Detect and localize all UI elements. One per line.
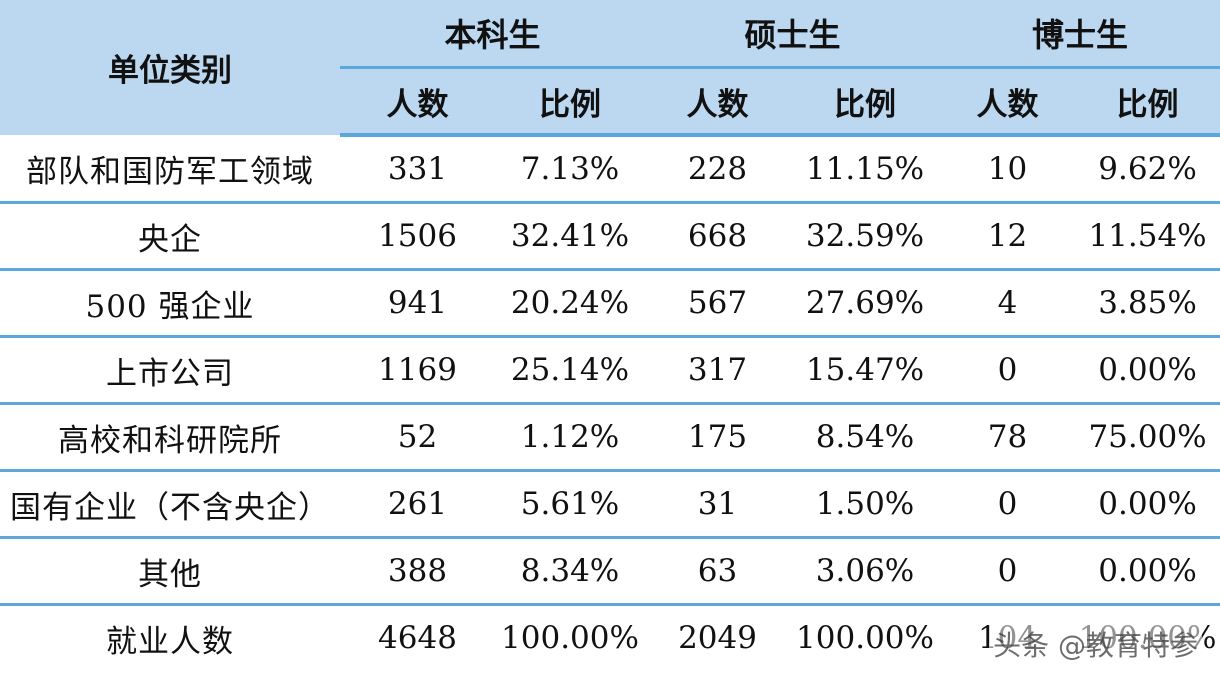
ratio-cell: 75.00% — [1075, 403, 1220, 472]
ratio-cell: 0.00% — [1075, 537, 1220, 606]
header-row-groups: 单位类别 本科生 硕士生 博士生 — [0, 0, 1220, 135]
count-cell: 63 — [645, 537, 791, 606]
count-cell: 52 — [340, 403, 495, 472]
row-category-cell: 就业人数 — [106, 623, 234, 660]
count-cell: 104 — [977, 620, 1038, 656]
group-header-doctor: 博士生 — [940, 0, 1220, 69]
ratio-cell: 32.59% — [790, 202, 941, 271]
row-category-cell: 其他 — [0, 537, 340, 606]
table-row: 上市公司 1169 25.14% 317 15.47% 0 0.00% — [0, 336, 1220, 405]
ratio-cell: 11.15% — [790, 135, 941, 204]
ratio-cell: 3.06% — [790, 537, 941, 606]
table-body: 部队和国防军工领域 331 7.13% 228 11.15% 10 9.62% 央企 1506 3… — [0, 135, 1220, 670]
count-cell: 10 — [940, 135, 1076, 204]
ratio-cell: 32.41% — [495, 202, 646, 271]
row-category-cell: 500 强企业 — [0, 269, 340, 338]
group-header-undergrad: 本科生 — [340, 0, 646, 69]
ratio-cell: 0.00% — [1075, 470, 1220, 539]
ratio-cell: 3.85% — [1075, 269, 1220, 338]
subheader-count: 人数 — [940, 67, 1076, 137]
count-cell: 567 — [645, 269, 791, 338]
subheader-count: 人数 — [645, 67, 791, 137]
header-row-subheaders: 人数 比例 人数 比例 人数 比例 — [0, 67, 1220, 137]
ratio-cell: 8.54% — [790, 403, 941, 472]
count-cell: 31 — [645, 470, 791, 539]
table-row: 500 强企业 941 20.24% 567 27.69% 4 3.85% — [0, 269, 1220, 338]
count-cell: 1169 — [340, 336, 495, 405]
count-cell: 261 — [340, 470, 495, 539]
ratio-cell: 8.34% — [495, 537, 646, 606]
count-cell: 317 — [645, 336, 791, 405]
table-row: 部队和国防军工领域 331 7.13% 228 11.15% 10 9.62% — [0, 135, 1220, 204]
category-header: 单位类别 — [0, 0, 340, 135]
count-cell: 941 — [340, 269, 495, 338]
subheader-ratio: 比例 — [1075, 67, 1220, 137]
ratio-cell: 100.00% — [1078, 620, 1217, 656]
count-cell: 228 — [645, 135, 791, 204]
count-cell: 78 — [940, 403, 1076, 472]
count-cell: 0 — [940, 470, 1076, 539]
ratio-cell: 100.00% — [501, 620, 639, 656]
subheader-ratio: 比例 — [790, 67, 941, 137]
table-row: 其他 388 8.34% 63 3.06% 0 0.00% — [0, 537, 1220, 606]
ratio-cell: 1.12% — [495, 403, 646, 472]
count-cell: 4 — [940, 269, 1076, 338]
table-row: 就业人数 4648 100.00% 2049 100.00% 104 100.00% — [0, 605, 1220, 671]
subheader-ratio: 比例 — [495, 67, 646, 137]
table-header: 单位类别 本科生 硕士生 博士生 人数 比例 人数 比例 人数 比例 — [0, 0, 1220, 137]
ratio-cell: 27.69% — [790, 269, 941, 338]
count-cell: 12 — [940, 202, 1076, 271]
subheader-count: 人数 — [340, 67, 495, 137]
ratio-cell: 100.00% — [796, 620, 934, 656]
ratio-cell: 9.62% — [1075, 135, 1220, 204]
count-cell: 0 — [940, 537, 1076, 606]
ratio-cell: 0.00% — [1075, 336, 1220, 405]
ratio-cell: 20.24% — [495, 269, 646, 338]
table-row: 高校和科研院所 52 1.12% 175 8.54% 78 75.00% — [0, 403, 1220, 472]
ratio-cell: 15.47% — [790, 336, 941, 405]
ratio-cell: 5.61% — [495, 470, 646, 539]
count-cell: 388 — [340, 537, 495, 606]
row-category-cell: 部队和国防军工领域 — [0, 135, 340, 204]
count-cell: 4648 — [378, 620, 457, 656]
ratio-cell: 11.54% — [1075, 202, 1220, 271]
count-cell: 175 — [645, 403, 791, 472]
count-cell: 2049 — [678, 620, 757, 656]
ratio-cell: 7.13% — [495, 135, 646, 204]
group-header-master: 硕士生 — [645, 0, 941, 69]
table-row: 央企 1506 32.41% 668 32.59% 12 11.54% — [0, 202, 1220, 271]
count-cell: 1506 — [340, 202, 495, 271]
ratio-cell: 1.50% — [790, 470, 941, 539]
row-category-cell: 高校和科研院所 — [0, 403, 340, 472]
row-category-cell: 上市公司 — [0, 336, 340, 405]
ratio-cell: 25.14% — [495, 336, 646, 405]
count-cell: 331 — [340, 135, 495, 204]
table-row: 国有企业（不含央企） 261 5.61% 31 1.50% 0 0.00% — [0, 470, 1220, 539]
row-category-cell: 国有企业（不含央企） — [0, 470, 340, 539]
count-cell: 668 — [645, 202, 791, 271]
count-cell: 0 — [940, 336, 1076, 405]
row-category-cell: 央企 — [0, 202, 340, 271]
